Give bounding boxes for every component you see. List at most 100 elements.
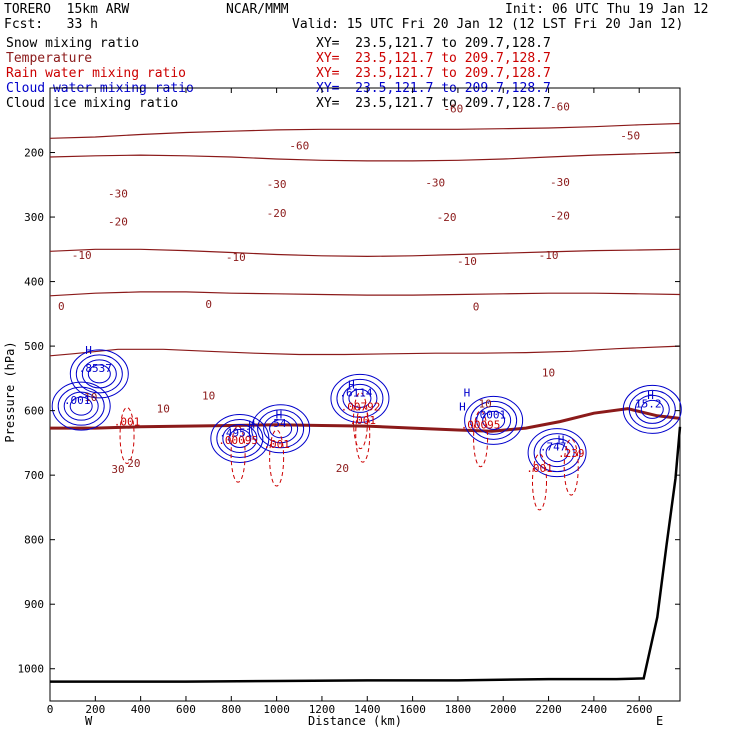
- cloud-water-label: .747: [540, 441, 567, 454]
- isotherm-label: -60: [550, 101, 570, 114]
- cloud-water-contour: [628, 389, 676, 429]
- plot-frame: [49, 87, 681, 702]
- cloud-water-contour: [69, 349, 129, 399]
- legend-rain-xy: XY= 23.5,121.7 to 209.7,128.7: [316, 66, 551, 81]
- cloud-water-contour: [69, 396, 93, 416]
- cloud-water-contour: [87, 364, 111, 384]
- y-tick-label: 500: [24, 340, 44, 353]
- terrain-line: [50, 426, 682, 683]
- x-tick-label: 2400: [581, 703, 608, 716]
- isotherm-label: 10: [157, 403, 170, 416]
- cloud-water-contour: [348, 388, 372, 408]
- isotherm-line: [49, 151, 681, 162]
- y-tick-label: 300: [24, 211, 44, 224]
- axis-ticks: 0 200 400 600 800 1000 1200 1400 1600 1800 2000 220…: [18, 88, 680, 716]
- x-axis-label: Distance (km): [308, 714, 402, 728]
- contour-labels: -60 -60 -60 -50 -30 -30 -30 -30 -20 -20 -20 -20 -10 -…: [58, 101, 662, 477]
- legend-snow-label: Snow mixing ratio: [6, 36, 140, 51]
- valid-time: Valid: 15 UTC Fri 20 Jan 12 (12 LST Fri …: [292, 17, 684, 32]
- rain-water-contour: [355, 405, 371, 463]
- rain-water-contour: [531, 453, 547, 511]
- rain-water-contour: [352, 392, 368, 450]
- isotherm-label: 20: [336, 462, 349, 475]
- isotherm-label: 10: [478, 397, 491, 410]
- isotherm-label: -60: [289, 139, 309, 152]
- legend-cloud-water-label: Cloud water mixing ratio: [6, 81, 194, 96]
- isotherm-label: -20: [108, 215, 128, 228]
- rain-water-contour: [230, 425, 246, 483]
- high-marker: H: [647, 389, 654, 402]
- y-tick-label: 400: [24, 276, 44, 289]
- cloud-water-contour: [476, 405, 512, 435]
- cloud-water-contour: [269, 419, 293, 439]
- isotherm-label: -20: [550, 210, 570, 223]
- isotherm-label: -30: [550, 176, 570, 189]
- cloud-water-contour: [336, 378, 384, 418]
- x-tick-label: 800: [221, 703, 241, 716]
- cloud-water-contour: [263, 414, 299, 444]
- cloud-water-contour: [228, 428, 252, 448]
- cloud-water-contour: [222, 423, 258, 453]
- high-marker: H: [85, 344, 92, 357]
- legend-temperature-xy: XY= 23.5,121.7 to 209.7,128.7: [316, 51, 551, 66]
- isotherm-label: -50: [620, 130, 640, 143]
- x-tick-label: 2200: [535, 703, 562, 716]
- rain-water-contours: [119, 392, 579, 511]
- legend-cloud-ice-label: Cloud ice mixing ratio: [6, 96, 179, 111]
- isotherm-label: -30: [425, 177, 445, 190]
- center-name: NCAR/MMM: [226, 2, 289, 17]
- isotherm-label: 30: [111, 463, 124, 476]
- y-tick-label: 700: [24, 469, 44, 482]
- rain-label: .00095: [218, 434, 258, 447]
- x-tick-label: 1800: [445, 703, 472, 716]
- model-name: TORERO 15km ARW: [4, 2, 130, 17]
- cloud-water-contour: [527, 428, 587, 478]
- rain-label: .001: [114, 415, 141, 428]
- high-marker: H: [558, 434, 565, 447]
- isotherm-label: 0: [205, 298, 212, 311]
- y-tick-label: 200: [24, 147, 44, 160]
- legend-snow-xy: XY= 23.5,121.7 to 209.7,128.7: [316, 36, 551, 51]
- isotherm-line: [49, 248, 681, 258]
- cloud-water-contour: [640, 399, 664, 419]
- y-tick-label: 600: [24, 405, 44, 418]
- high-marker: H: [276, 408, 283, 421]
- x-tick-label: 1600: [399, 703, 426, 716]
- isotherm-label: -30: [267, 178, 287, 191]
- isotherm-label: 10: [542, 366, 555, 379]
- high-marker: H: [464, 386, 471, 399]
- rain-label: .00792: [341, 401, 381, 414]
- legend-temperature-label: Temperature: [6, 51, 93, 66]
- cloud-water-contour: [75, 354, 123, 394]
- forecast-hour: Fcst: 33 h: [4, 17, 98, 32]
- cloud-water-label: .8537: [79, 362, 112, 375]
- isotherm-label: 10: [84, 391, 97, 404]
- y-axis-label: Pressure (hPa): [3, 341, 17, 442]
- legend-cloud-ice-xy: XY= 23.5,121.7 to 209.7,128.7: [316, 96, 551, 111]
- isotherm-line: [49, 345, 681, 357]
- x-tick-label: 1000: [263, 703, 290, 716]
- cloud-water-contour: [470, 400, 518, 440]
- cloud-water-label: .0001: [473, 408, 506, 421]
- west-label: W: [85, 714, 93, 728]
- isotherm-line: [49, 122, 681, 139]
- rain-water-contour: [563, 438, 579, 496]
- high-marker: H: [348, 379, 355, 392]
- rain-water-contour: [269, 429, 285, 487]
- y-tick-label: 800: [24, 534, 44, 547]
- high-marker: H: [248, 419, 255, 432]
- x-tick-label: 1400: [354, 703, 381, 716]
- x-tick-label: 2000: [490, 703, 517, 716]
- x-tick-label: 200: [85, 703, 105, 716]
- cloud-water-contour: [342, 383, 378, 413]
- cloud-water-contour: [251, 404, 311, 454]
- isotherm-label: -10: [72, 249, 92, 262]
- isotherm-label: -60: [443, 103, 463, 116]
- terrain: [50, 426, 682, 683]
- rain-label: .001: [349, 414, 376, 427]
- legend-rain-label: Rain water mixing ratio: [6, 66, 187, 81]
- isotherm-label: -10: [226, 251, 246, 264]
- rain-label: .00095: [461, 419, 501, 432]
- x-tick-label: 600: [176, 703, 196, 716]
- cloud-water-contour: [57, 386, 105, 426]
